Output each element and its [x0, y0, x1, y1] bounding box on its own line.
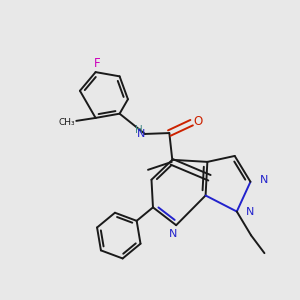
Text: H: H: [134, 125, 142, 135]
Text: O: O: [194, 115, 203, 128]
Text: N: N: [260, 175, 268, 185]
Text: F: F: [94, 57, 101, 70]
Text: CH₃: CH₃: [58, 118, 75, 127]
Text: N: N: [246, 206, 254, 217]
Text: N: N: [136, 129, 145, 139]
Text: N: N: [169, 229, 177, 239]
